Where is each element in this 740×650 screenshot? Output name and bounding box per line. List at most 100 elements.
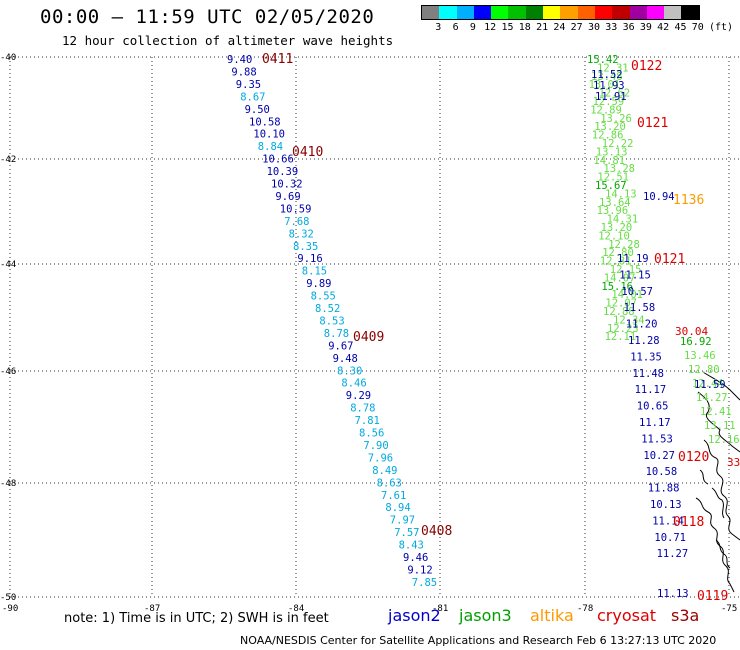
legend-color-cell [594,6,613,19]
jason3-value: 13.13 [596,146,628,158]
jason3-value: 13.64 [599,197,631,209]
map-title: 00:00 – 11:59 UTC 02/05/2020 [40,6,375,28]
jason3-value: 13.48 [591,71,623,83]
jason3-value: 12.23 [607,323,639,335]
jason3-value: 12.80 [602,247,634,259]
jason3-value: 12.28 [608,239,640,251]
jason2-value: 10.39 [267,166,299,178]
right-track-time-label: 0119 [697,589,728,604]
jason3-value: 12.62 [599,88,631,100]
legend-tick-label: 42 [657,22,670,33]
jason3-value: 13.26 [600,113,632,125]
jason2-value: 8.63 [377,477,402,489]
legend-tick-label: 45 [674,22,687,33]
jason2-value: 8.94 [385,502,410,514]
legend-tick-label: 15 [501,22,514,33]
jason3-value: 13.96 [597,205,629,217]
right-track-value: 11.28 [628,335,660,347]
legend-tick-label: 24 [553,22,566,33]
right-track-time-label: 0122 [631,59,662,74]
jason2-value: 8.46 [341,378,366,390]
wave-height-labels: 9.409.889.358.679.5010.5810.108.8410.661… [227,52,740,604]
legend-tick-label: 3 [435,22,442,33]
jason2-value: 9.29 [346,390,371,402]
jason2-value: 8.78 [350,403,375,415]
jason2-value: 9.48 [333,353,358,365]
right-track-value: 11.17 [635,384,667,396]
jason3-value: 12.07 [605,298,637,310]
right-track-time-label: 0121 [654,252,685,267]
jason2-value: 7.85 [412,577,437,589]
axis-tick-label: -40 [0,53,16,63]
jason2-value: 7.61 [381,490,406,502]
jason3-value: 15.42 [587,54,619,66]
jason2-value: 7.97 [390,515,415,527]
axis-tick-label: -48 [0,479,16,489]
legend-tick-label: 27 [570,22,583,33]
jason3-value: 15.16 [601,281,633,293]
axis-tick-label: -42 [0,155,16,165]
legend-tick-label: 70 [691,22,704,33]
legend-color-cell [577,6,595,19]
jason2-value: 9.46 [403,552,428,564]
jason2-value: 9.40 [227,54,252,66]
jason2-value: 8.32 [289,228,314,240]
jason3-value: 12.86 [592,130,624,142]
right-track-value: 11.91 [595,91,627,103]
axis-tick-label: -50 [0,593,16,603]
legend-color-cell [473,6,492,19]
axis-tick-label: -81 [432,604,448,614]
credit-line: NOAA/NESDIS Center for Satellite Applica… [240,634,717,647]
legend-tick-label: 33 [605,22,618,33]
jason2-value: 8.84 [258,141,283,153]
right-track-value: 10.71 [654,532,686,544]
legend-color-cell [422,6,440,19]
legend-tick-label: 36 [622,22,635,33]
axis-tick-label: -78 [577,604,593,614]
legend-tick-label: 9 [469,22,476,33]
axis-tick-label: -87 [144,604,160,614]
jason2-value: 10.59 [280,203,312,215]
legend-tick-label: 39 [639,22,652,33]
right-track-value: 10.27 [643,450,675,462]
right-track-value: 10.58 [646,466,678,478]
jason3-value: 15.67 [595,180,627,192]
jason2-value: 9.88 [231,66,256,78]
legend-tick-label: 21 [536,22,549,33]
legend-color-cell [560,6,578,19]
right-track-value: 11.35 [630,351,662,363]
jason3-value: 12.51 [597,172,629,184]
map-subtitle: 12 hour collection of altimeter wave hei… [62,33,394,48]
right-track-value: 10.65 [637,401,669,413]
axis-tick-label: -84 [288,604,304,614]
jason2-value: 8.30 [337,365,362,377]
legend-color-cell [543,6,561,19]
jason3-value: 12.10 [598,230,630,242]
jason2-value: 10.32 [271,179,303,191]
jason3-value: 13.11 [704,420,736,432]
satellite-legend-jason3: jason3 [459,606,512,625]
legend-color-cell [439,6,457,19]
jason2-value: 8.67 [240,91,265,103]
right-track-value: 11.13 [657,588,689,600]
right-track-value: 11.58 [624,302,656,314]
jason2-value: 8.49 [372,465,397,477]
footer-note: note: 1) Time is in UTC; 2) SWH is in fe… [64,611,329,626]
satellite-legend-jason2: jason2 [388,606,441,625]
right-track-value: 11.53 [641,433,673,445]
legend-color-cell [525,6,544,19]
satellite-legend-altika: altika [530,606,574,625]
jason2-value: 8.78 [324,328,349,340]
jason2-value: 9.89 [306,278,331,290]
right-track-value: 11.52 [591,69,623,81]
axis-tick-label: -75 [721,604,737,614]
jason3-value: 12.59 [593,96,625,108]
jason3-value: 12.41 [700,406,732,418]
altika-value: 1136 [673,193,704,208]
jason3-value: 14.81 [593,155,625,167]
right-track-value: 11.15 [619,269,651,281]
right-track-value: 11.20 [626,319,658,331]
legend-color-cell [456,6,474,19]
legend-tick-label: (ft) [708,22,734,33]
